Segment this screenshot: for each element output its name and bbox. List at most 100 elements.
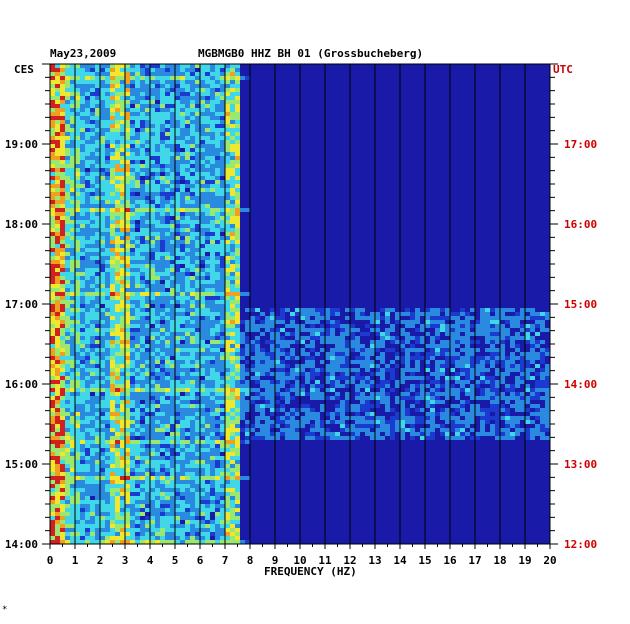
heatmap-cell — [80, 400, 85, 404]
heatmap-cell — [225, 176, 230, 180]
heatmap-cell — [190, 276, 195, 280]
heatmap-cell — [495, 380, 500, 384]
heatmap-cell — [320, 408, 325, 412]
heatmap-cell — [80, 268, 85, 272]
heatmap-cell — [55, 108, 60, 112]
heatmap-cell — [190, 360, 195, 364]
heatmap-cell — [70, 80, 75, 84]
heatmap-cell — [150, 64, 155, 68]
heatmap-cell — [95, 432, 100, 436]
heatmap-cell — [285, 424, 290, 428]
heatmap-cell — [145, 352, 150, 356]
heatmap-cell — [160, 292, 165, 296]
heatmap-cell — [455, 424, 460, 428]
heatmap-cell — [85, 432, 90, 436]
heatmap-cell — [245, 76, 250, 80]
heatmap-cell — [305, 316, 310, 320]
heatmap-cell — [170, 388, 175, 392]
heatmap-cell — [130, 416, 135, 420]
heatmap-cell — [120, 312, 125, 316]
heatmap-cell — [80, 152, 85, 156]
heatmap-cell — [50, 428, 55, 432]
heatmap-cell — [180, 116, 185, 120]
heatmap-cell — [175, 316, 180, 320]
heatmap-cell — [80, 76, 85, 80]
heatmap-cell — [530, 388, 535, 392]
heatmap-cell — [65, 220, 70, 224]
heatmap-cell — [185, 104, 190, 108]
heatmap-cell — [65, 100, 70, 104]
heatmap-cell — [535, 404, 540, 408]
heatmap-cell — [95, 304, 100, 308]
heatmap-cell — [190, 280, 195, 284]
heatmap-cell — [230, 316, 235, 320]
heatmap-cell — [200, 72, 205, 76]
heatmap-cell — [200, 324, 205, 328]
heatmap-cell — [60, 264, 65, 268]
heatmap-cell — [175, 420, 180, 424]
heatmap-cell — [130, 300, 135, 304]
heatmap-cell — [175, 244, 180, 248]
heatmap-cell — [120, 72, 125, 76]
heatmap-cell — [225, 408, 230, 412]
heatmap-cell — [175, 132, 180, 136]
heatmap-cell — [470, 396, 475, 400]
heatmap-cell — [255, 436, 260, 440]
heatmap-cell — [225, 92, 230, 96]
heatmap-cell — [370, 372, 375, 376]
heatmap-cell — [90, 176, 95, 180]
heatmap-cell — [110, 324, 115, 328]
heatmap-cell — [60, 360, 65, 364]
heatmap-cell — [155, 412, 160, 416]
heatmap-cell — [190, 240, 195, 244]
heatmap-cell — [470, 404, 475, 408]
heatmap-cell — [155, 380, 160, 384]
heatmap-cell — [60, 76, 65, 80]
heatmap-cell — [140, 84, 145, 88]
heatmap-cell — [115, 324, 120, 328]
heatmap-cell — [500, 432, 505, 436]
heatmap-cell — [100, 288, 105, 292]
heatmap-cell — [290, 424, 295, 428]
heatmap-cell — [280, 416, 285, 420]
heatmap-cell — [70, 320, 75, 324]
heatmap-cell — [520, 324, 525, 328]
heatmap-cell — [230, 420, 235, 424]
heatmap-cell — [135, 388, 140, 392]
heatmap-cell — [70, 400, 75, 404]
heatmap-cell — [535, 364, 540, 368]
heatmap-cell — [180, 160, 185, 164]
heatmap-cell — [435, 412, 440, 416]
heatmap-cell — [160, 332, 165, 336]
heatmap-cell — [85, 364, 90, 368]
heatmap-cell — [165, 308, 170, 312]
heatmap-cell — [525, 356, 530, 360]
heatmap-cell — [365, 348, 370, 352]
heatmap-cell — [320, 360, 325, 364]
heatmap-cell — [240, 428, 245, 432]
heatmap-cell — [340, 400, 345, 404]
heatmap-cell — [200, 204, 205, 208]
heatmap-cell — [505, 388, 510, 392]
heatmap-cell — [295, 420, 300, 424]
heatmap-cell — [525, 420, 530, 424]
heatmap-cell — [230, 336, 235, 340]
heatmap-cell — [115, 92, 120, 96]
heatmap-cell — [180, 436, 185, 440]
heatmap-cell — [305, 380, 310, 384]
heatmap-cell — [370, 364, 375, 368]
heatmap-cell — [90, 160, 95, 164]
heatmap-cell — [115, 360, 120, 364]
heatmap-cell — [155, 232, 160, 236]
heatmap-cell — [155, 268, 160, 272]
heatmap-cell — [50, 108, 55, 112]
heatmap-cell — [100, 396, 105, 400]
heatmap-cell — [395, 336, 400, 340]
heatmap-cell — [185, 232, 190, 236]
heatmap-cell — [230, 88, 235, 92]
heatmap-cell — [245, 400, 250, 404]
heatmap-cell — [315, 428, 320, 432]
heatmap-cell — [60, 112, 65, 116]
heatmap-cell — [215, 68, 220, 72]
heatmap-cell — [95, 428, 100, 432]
